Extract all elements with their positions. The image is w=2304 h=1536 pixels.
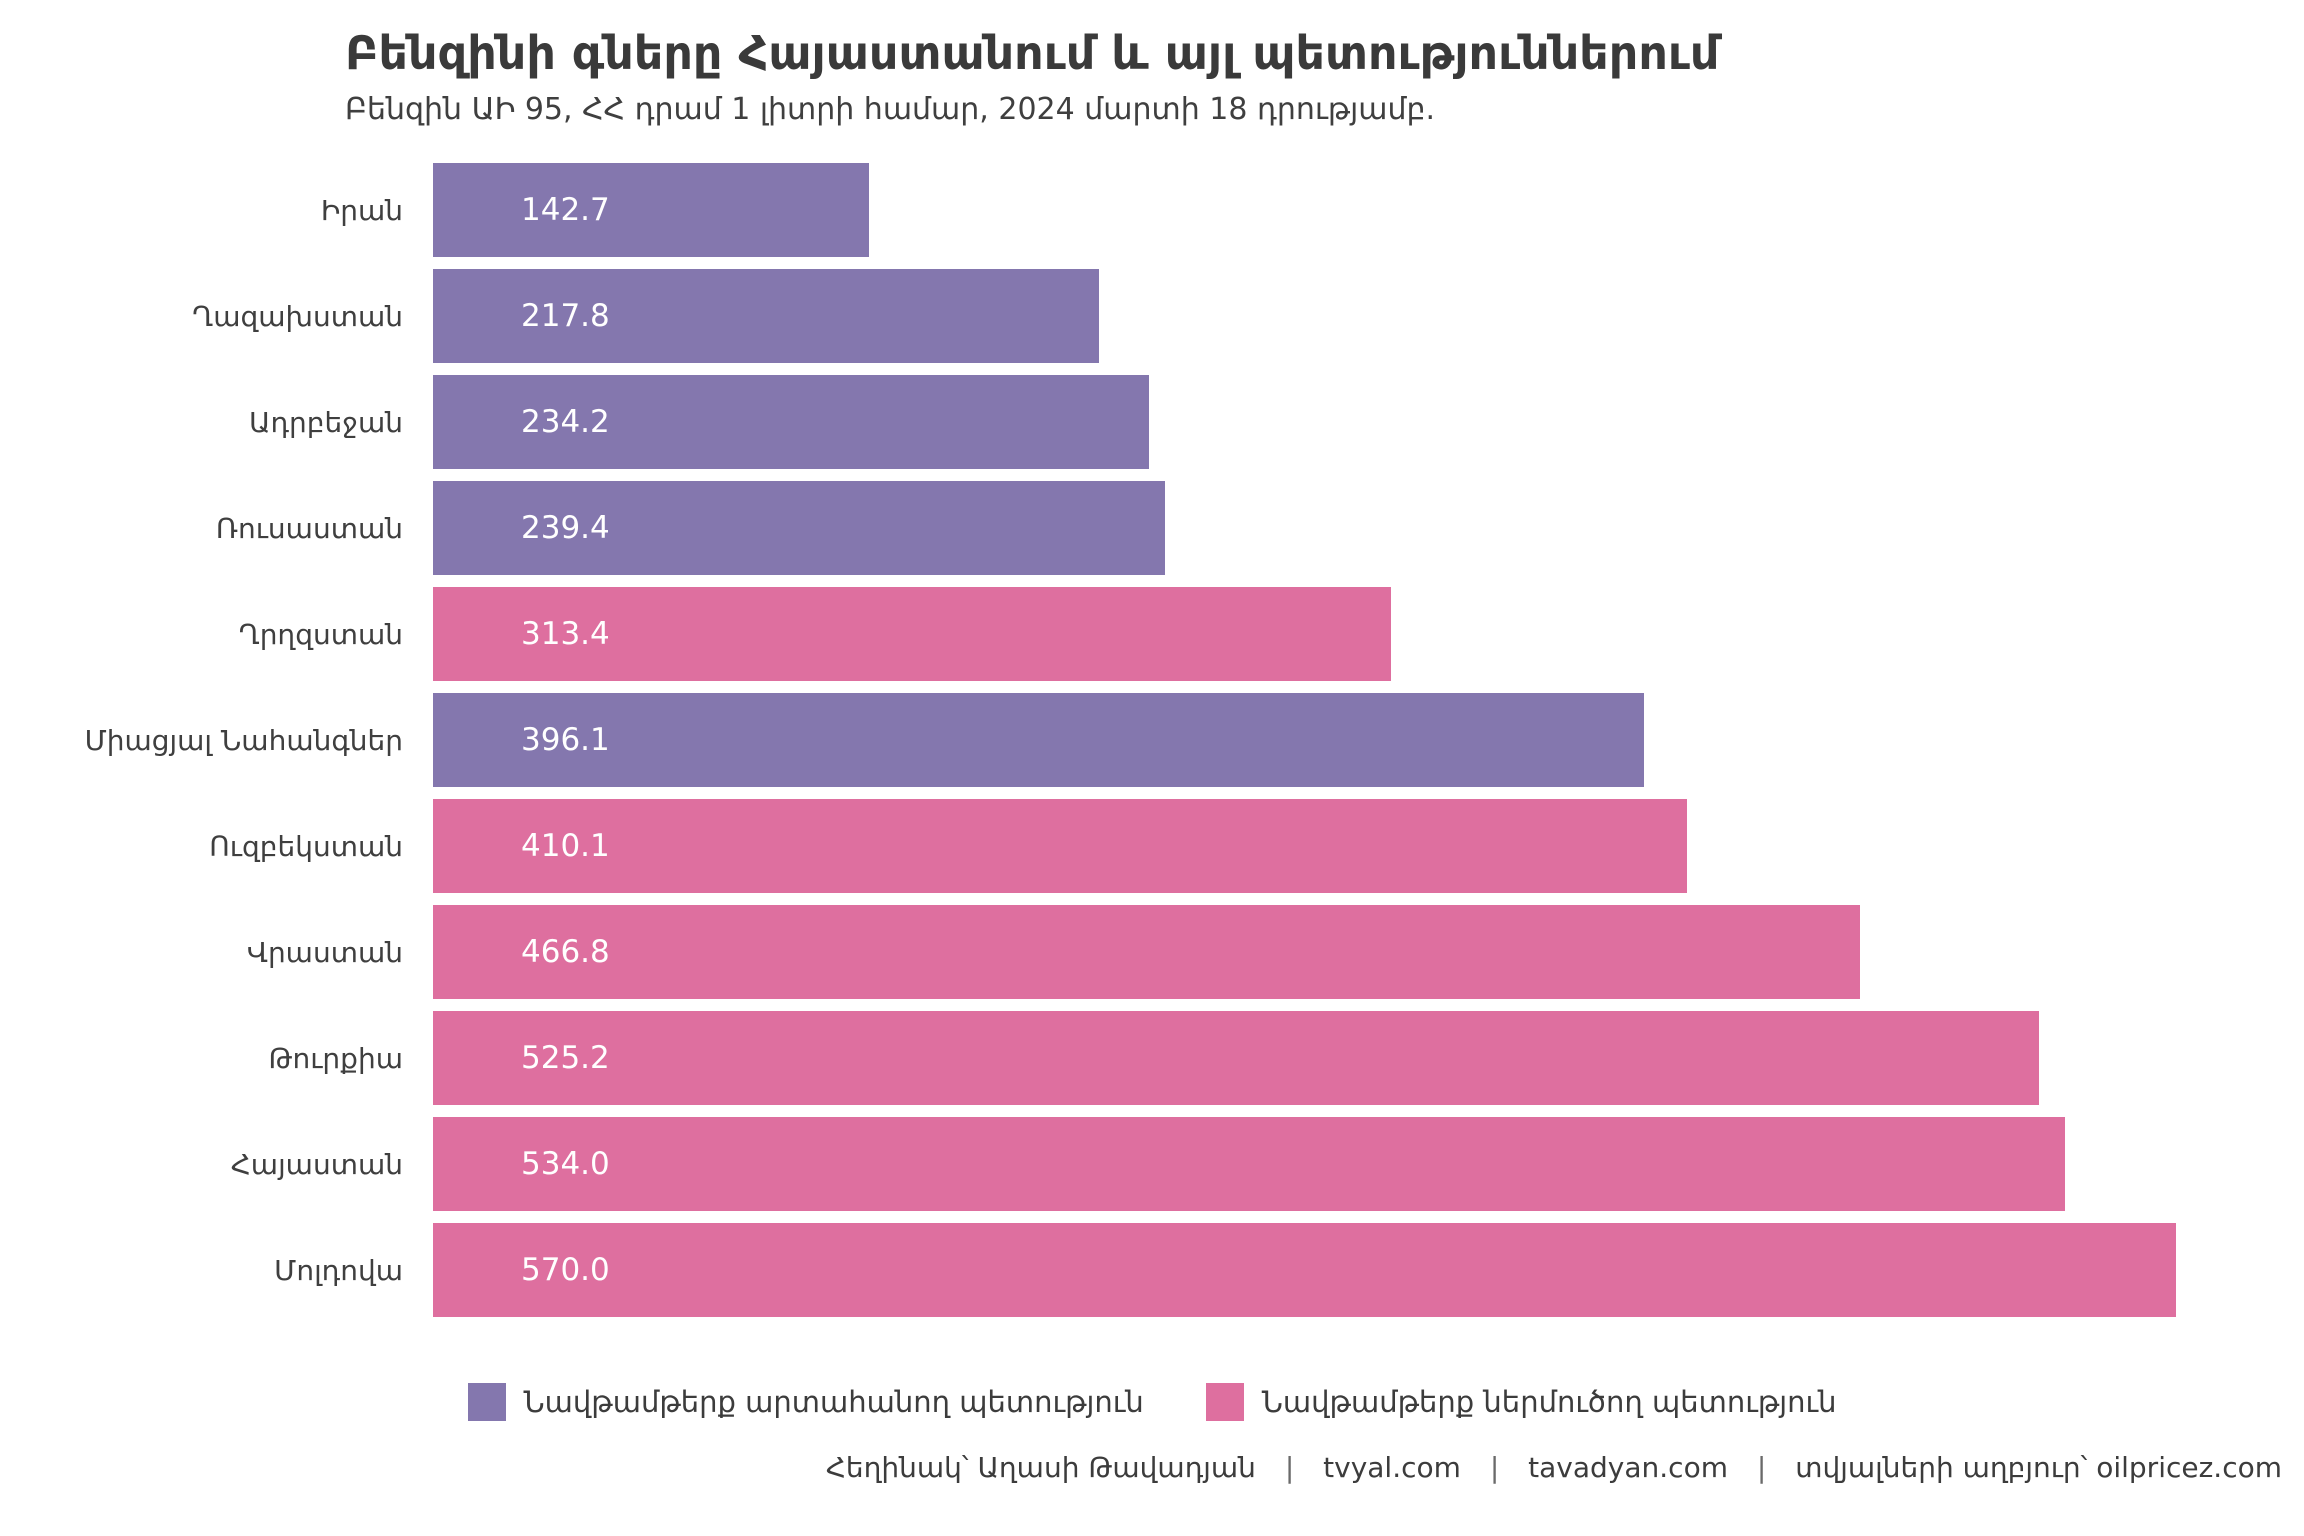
bar-value-label: 239.4 <box>521 510 610 547</box>
bar-value-label: 534.0 <box>521 1146 610 1183</box>
bar: 534.0 <box>433 1117 2066 1212</box>
legend-label-importer: Նավթամթերք ներմուծող պետություն <box>1261 1385 1837 1420</box>
bar-value-label: 396.1 <box>521 722 610 759</box>
bar-value-label: 466.8 <box>521 934 610 971</box>
chart-header: Բենզինի գները Հայաստանում և այլ պետությո… <box>0 0 2304 127</box>
category-label: Մոլդովա <box>274 1253 403 1287</box>
category-label: Ուզբեկստան <box>209 829 403 863</box>
legend-item-exporter: Նավթամթերք արտահանող պետություն <box>467 1383 1144 1422</box>
bar-track: 396.1 <box>433 693 2304 788</box>
footer-separator: | <box>1756 1451 1767 1485</box>
chart-row: Իրան 142.7 <box>0 163 2304 258</box>
bar-track: 217.8 <box>433 269 2304 364</box>
bar: 234.2 <box>433 375 1150 470</box>
bar-track: 313.4 <box>433 587 2304 682</box>
category-label: Ղազախստան <box>192 299 403 333</box>
bar-track: 525.2 <box>433 1011 2304 1106</box>
bar-value-label: 313.4 <box>521 616 610 653</box>
chart-row: Ուզբեկստան 410.1 <box>0 799 2304 894</box>
category-label: Իրան <box>320 193 403 227</box>
bar: 396.1 <box>433 693 1644 788</box>
bar: 313.4 <box>433 587 1392 682</box>
bar: 239.4 <box>433 481 1165 576</box>
bar-track: 466.8 <box>433 905 2304 1000</box>
legend-item-importer: Նավթամթերք ներմուծող պետություն <box>1205 1383 1837 1422</box>
bar-track: 534.0 <box>433 1117 2304 1212</box>
category-label: Հայաստան <box>230 1147 403 1181</box>
category-label: Ադրբեջան <box>249 405 403 439</box>
bar: 525.2 <box>433 1011 2039 1106</box>
exporter-color-swatch <box>467 1383 506 1422</box>
chart-row: Վրաստան 466.8 <box>0 905 2304 1000</box>
bar: 570.0 <box>433 1223 2176 1318</box>
category-label: Միացյալ Նահանգներ <box>84 723 403 757</box>
bar: 466.8 <box>433 905 1860 1000</box>
importer-color-swatch <box>1205 1383 1244 1422</box>
chart-title: Բենզինի գները Հայաստանում և այլ պետությո… <box>345 26 1720 80</box>
bar: 142.7 <box>433 163 870 258</box>
bar-track: 142.7 <box>433 163 2304 258</box>
bar-value-label: 142.7 <box>521 192 610 229</box>
category-label: Թուրքիա <box>268 1041 403 1075</box>
legend-label-exporter: Նավթամթերք արտահանող պետություն <box>523 1385 1144 1420</box>
bar-track: 570.0 <box>433 1223 2304 1318</box>
category-label: Ռուսաստան <box>215 511 403 545</box>
chart-row: Միացյալ Նահանգներ 396.1 <box>0 693 2304 788</box>
bar-chart: Իրան 142.7 Ղազախստան 217.8 Ադրբեջան 234.… <box>0 163 2304 1318</box>
chart-row: Ղրղզստան 313.4 <box>0 587 2304 682</box>
bar-value-label: 234.2 <box>521 404 610 441</box>
footer-link-tavadyan: tavadyan.com <box>1528 1451 1728 1485</box>
chart-row: Մոլդովա 570.0 <box>0 1223 2304 1318</box>
bar-track: 234.2 <box>433 375 2304 470</box>
footer-author: Հեղինակ՝ Աղասի Թավադյան <box>825 1451 1256 1485</box>
bar: 217.8 <box>433 269 1099 364</box>
category-label: Վրաստան <box>246 935 403 969</box>
chart-row: Թուրքիա 525.2 <box>0 1011 2304 1106</box>
bar-track: 239.4 <box>433 481 2304 576</box>
footer-data-source: տվյալների աղբյուր՝ oilpricez.com <box>1795 1451 2282 1485</box>
footer-credits: Հեղինակ՝ Աղասի Թավադյան | tvyal.com | ta… <box>0 1451 2304 1484</box>
chart-subtitle: Բենզին ԱԻ 95, ՀՀ դրամ 1 լիտրի համար, 202… <box>345 92 1436 128</box>
bar-value-label: 570.0 <box>521 1252 610 1289</box>
chart-row: Ղազախստան 217.8 <box>0 269 2304 364</box>
footer-separator: | <box>1489 1451 1500 1485</box>
chart-row: Ադրբեջան 234.2 <box>0 375 2304 470</box>
bar-value-label: 410.1 <box>521 828 610 865</box>
bar-track: 410.1 <box>433 799 2304 894</box>
chart-row: Հայաստան 534.0 <box>0 1117 2304 1212</box>
chart-row: Ռուսաստան 239.4 <box>0 481 2304 576</box>
category-label: Ղրղզստան <box>238 617 403 651</box>
bar: 410.1 <box>433 799 1687 894</box>
bar-value-label: 525.2 <box>521 1040 610 1077</box>
bar-value-label: 217.8 <box>521 298 610 335</box>
legend: Նավթամթերք արտահանող պետություն Նավթամթե… <box>0 1383 2304 1422</box>
footer-link-tvyal: tvyal.com <box>1323 1451 1461 1485</box>
footer-separator: | <box>1284 1451 1295 1485</box>
